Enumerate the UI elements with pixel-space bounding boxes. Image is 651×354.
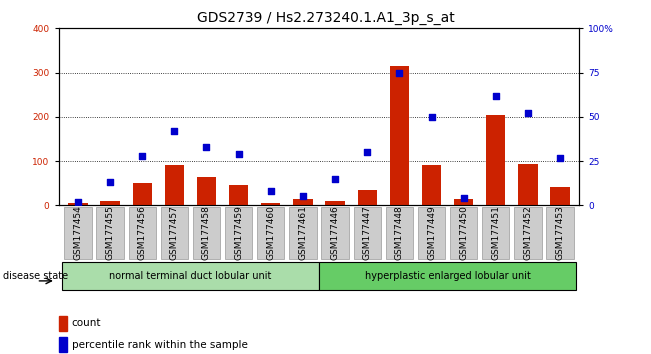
- FancyBboxPatch shape: [64, 207, 92, 259]
- FancyBboxPatch shape: [193, 207, 220, 259]
- Point: [426, 114, 437, 120]
- Point: [330, 176, 340, 182]
- Bar: [486, 115, 505, 205]
- Text: disease state: disease state: [3, 271, 68, 281]
- Text: hyperplastic enlarged lobular unit: hyperplastic enlarged lobular unit: [365, 271, 531, 281]
- Bar: [165, 166, 184, 205]
- Text: normal terminal duct lobular unit: normal terminal duct lobular unit: [109, 271, 271, 281]
- Point: [555, 155, 565, 160]
- FancyBboxPatch shape: [514, 207, 542, 259]
- Text: GSM177456: GSM177456: [137, 205, 146, 260]
- Point: [234, 151, 244, 157]
- Point: [137, 153, 147, 159]
- Point: [362, 149, 372, 155]
- Text: GSM177455: GSM177455: [105, 205, 115, 260]
- FancyBboxPatch shape: [257, 207, 284, 259]
- Text: GSM177447: GSM177447: [363, 205, 372, 260]
- Text: GSM177450: GSM177450: [459, 205, 468, 260]
- Point: [105, 179, 115, 185]
- Point: [73, 199, 83, 205]
- Text: GSM177452: GSM177452: [523, 205, 533, 260]
- Point: [201, 144, 212, 150]
- FancyBboxPatch shape: [225, 207, 253, 259]
- Text: GSM177453: GSM177453: [555, 205, 564, 260]
- FancyBboxPatch shape: [322, 207, 349, 259]
- Bar: [59, 316, 66, 331]
- FancyBboxPatch shape: [546, 207, 574, 259]
- FancyBboxPatch shape: [128, 207, 156, 259]
- Text: GSM177457: GSM177457: [170, 205, 179, 260]
- Bar: [422, 166, 441, 205]
- Text: GSM177446: GSM177446: [331, 205, 340, 260]
- Text: GSM177459: GSM177459: [234, 205, 243, 260]
- Bar: [59, 337, 66, 352]
- FancyBboxPatch shape: [418, 207, 445, 259]
- Bar: [326, 201, 345, 205]
- Point: [458, 195, 469, 201]
- Bar: [261, 203, 281, 205]
- FancyBboxPatch shape: [385, 207, 413, 259]
- Bar: [293, 199, 312, 205]
- FancyBboxPatch shape: [289, 207, 316, 259]
- Text: GSM177460: GSM177460: [266, 205, 275, 260]
- FancyBboxPatch shape: [62, 262, 319, 290]
- Point: [169, 128, 180, 134]
- Bar: [518, 164, 538, 205]
- Point: [491, 93, 501, 98]
- Bar: [197, 177, 216, 205]
- Bar: [229, 185, 248, 205]
- Text: GDS2739 / Hs2.273240.1.A1_3p_s_at: GDS2739 / Hs2.273240.1.A1_3p_s_at: [197, 11, 454, 25]
- Point: [266, 188, 276, 194]
- Text: GSM177448: GSM177448: [395, 205, 404, 260]
- Bar: [551, 187, 570, 205]
- Text: count: count: [72, 318, 101, 329]
- FancyBboxPatch shape: [482, 207, 510, 259]
- Bar: [390, 66, 409, 205]
- Point: [523, 110, 533, 116]
- FancyBboxPatch shape: [353, 207, 381, 259]
- Bar: [133, 183, 152, 205]
- Text: GSM177461: GSM177461: [298, 205, 307, 260]
- Bar: [454, 199, 473, 205]
- Point: [394, 70, 404, 75]
- Text: GSM177451: GSM177451: [492, 205, 501, 260]
- Bar: [100, 201, 120, 205]
- Text: GSM177454: GSM177454: [74, 205, 83, 260]
- FancyBboxPatch shape: [319, 262, 576, 290]
- Bar: [357, 190, 377, 205]
- FancyBboxPatch shape: [161, 207, 188, 259]
- FancyBboxPatch shape: [96, 207, 124, 259]
- Bar: [68, 203, 87, 205]
- FancyBboxPatch shape: [450, 207, 477, 259]
- Point: [298, 194, 308, 199]
- Text: percentile rank within the sample: percentile rank within the sample: [72, 339, 247, 350]
- Text: GSM177449: GSM177449: [427, 205, 436, 260]
- Text: GSM177458: GSM177458: [202, 205, 211, 260]
